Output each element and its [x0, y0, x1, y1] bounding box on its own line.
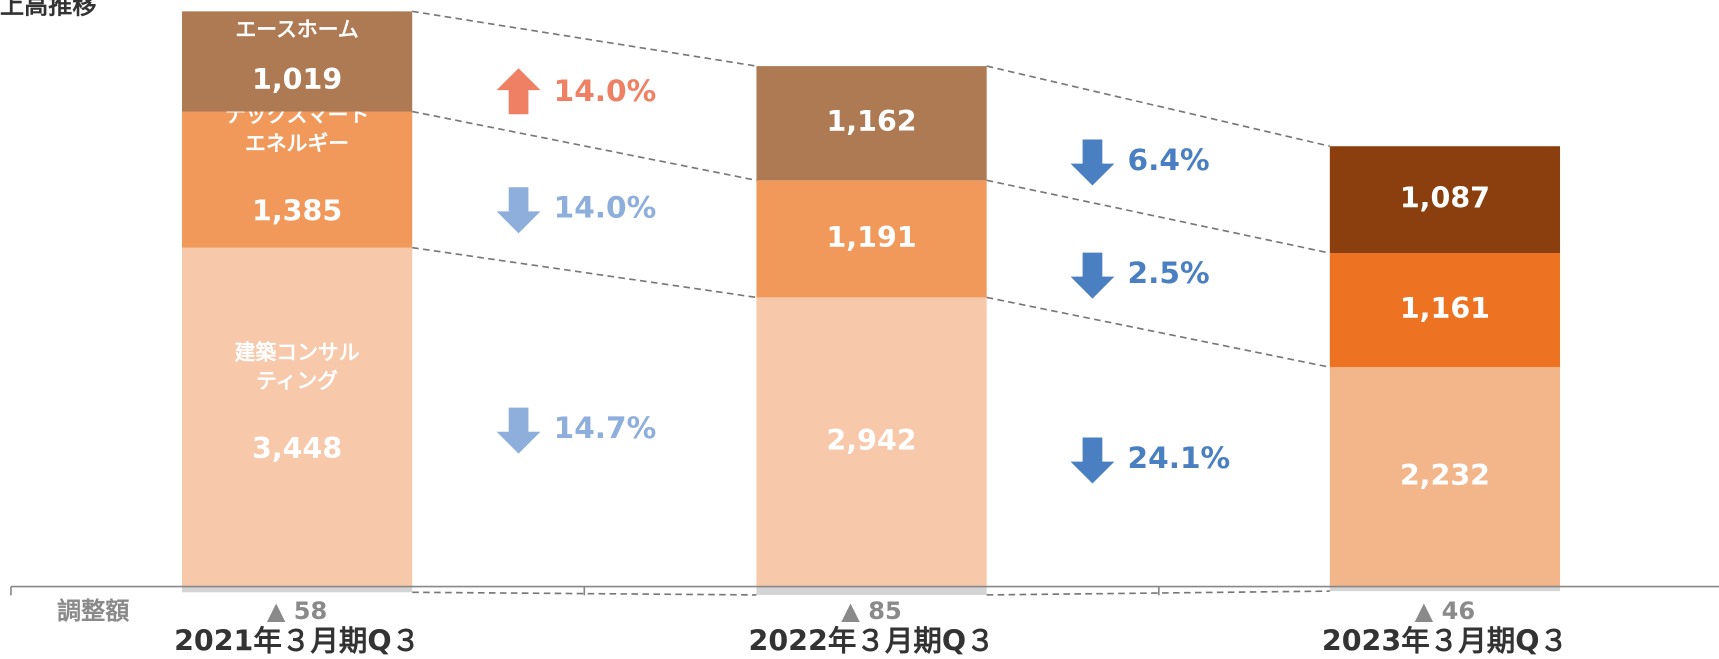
change-label: 24.1%: [1128, 441, 1231, 475]
bar-segment: [181, 111, 413, 248]
adjustment-title: 調整額: [57, 597, 129, 625]
change-arrow: [1070, 139, 1115, 186]
change-label: 14.0%: [554, 191, 657, 225]
segment-value: 2,942: [826, 424, 916, 457]
connector: [412, 591, 757, 596]
bar-segment: [181, 11, 413, 112]
change-arrow: [1070, 252, 1115, 299]
segment-value: 1,385: [252, 194, 342, 227]
connector: [986, 179, 1330, 254]
adjustment-bar: [181, 586, 413, 593]
connector: [986, 65, 1331, 148]
change-arrow: [496, 407, 541, 454]
change-label: 14.7%: [554, 411, 657, 445]
adjustment-label: ▲ 46: [1415, 597, 1475, 625]
segment-value: 1,019: [252, 63, 342, 96]
adjustment-label: ▲ 58: [267, 597, 328, 625]
bar-segment: [1329, 146, 1561, 254]
segment-value: 2,232: [1400, 459, 1490, 492]
x-tick-label: 2022年３月期Q３: [749, 624, 995, 657]
segment-name: ティング: [256, 369, 338, 393]
bar-segment: [1329, 367, 1561, 587]
change-label: 2.5%: [1128, 256, 1210, 290]
segment-name: 建築コンサル: [235, 341, 360, 365]
connector: [412, 246, 757, 299]
change-arrow: [496, 68, 541, 115]
segment-name: エースホーム: [235, 18, 358, 42]
connector: [986, 296, 1330, 368]
segment-value: 1,087: [1400, 182, 1490, 215]
change-arrow: [1070, 437, 1115, 484]
bar-segment: [756, 66, 987, 181]
connector: [412, 110, 757, 182]
chart-title: 上高推移: [0, 0, 96, 20]
segment-value: 3,448: [252, 432, 342, 465]
change-label: 14.0%: [554, 74, 657, 108]
bar-segment: [1329, 253, 1561, 368]
x-tick-label: 2023年３月期Q３: [1322, 624, 1568, 657]
segment-name: エネルギー: [245, 132, 349, 156]
connector: [986, 590, 1330, 596]
x-tick-label: 2021年３月期Q３: [174, 624, 420, 657]
segment-value: 1,191: [826, 221, 916, 254]
connector: [412, 10, 757, 67]
adjustment-label: ▲ 85: [841, 597, 902, 625]
bar-segment: [756, 180, 987, 298]
adjustment-bar: [1329, 586, 1561, 592]
bar-segment: [756, 297, 987, 587]
segment-value: 1,161: [1400, 292, 1490, 325]
change-arrow: [496, 187, 541, 234]
segment-value: 1,162: [826, 105, 916, 138]
adjustment-bar: [756, 586, 987, 595]
change-label: 6.4%: [1128, 143, 1210, 177]
bar-segment: [181, 247, 413, 587]
